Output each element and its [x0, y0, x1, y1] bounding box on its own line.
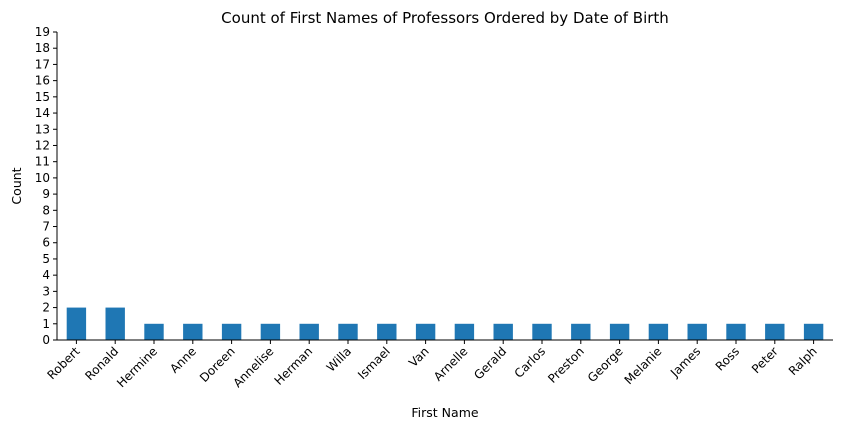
x-tick-label: Van — [406, 344, 432, 370]
x-tick-label: Robert — [44, 344, 82, 382]
y-tick-label: 11 — [35, 155, 50, 169]
bar-ross — [726, 323, 746, 340]
bar-robert — [66, 307, 87, 340]
y-axis-label: Count — [9, 167, 24, 204]
y-tick-label: 19 — [35, 25, 50, 39]
bars — [66, 307, 824, 340]
x-tick-label: Arnelle — [431, 344, 471, 384]
y-tick-label: 9 — [42, 187, 50, 201]
x-tick-label: Ralph — [786, 344, 820, 378]
y-tick-label: 18 — [35, 41, 50, 55]
bar-doreen — [221, 323, 242, 340]
x-tick-label: Peter — [749, 344, 781, 376]
x-tick-label: Hermine — [114, 344, 160, 390]
bar-ronald — [105, 307, 125, 340]
x-tick-label: Gerald — [471, 344, 509, 382]
x-tick-label: Anne — [167, 344, 199, 376]
bar-hermine — [144, 323, 164, 340]
x-tick-label: George — [585, 344, 626, 385]
y-tick-label: 6 — [42, 236, 50, 250]
bar-ismael — [377, 323, 397, 340]
bar-annelise — [260, 323, 281, 340]
x-tick-label: James — [667, 344, 703, 380]
x-axis-label: First Name — [411, 405, 478, 420]
bar-herman — [299, 323, 319, 340]
bar-ralph — [803, 323, 824, 340]
y-tick-label: 12 — [35, 138, 50, 152]
x-tick-label: Ronald — [82, 344, 121, 383]
x-tick-label: Preston — [545, 344, 587, 386]
x-tick-label: Willa — [324, 344, 354, 374]
bar-anne — [183, 323, 203, 340]
x-tick-label: Annelise — [230, 344, 276, 390]
y-tick-label: 14 — [35, 106, 50, 120]
y-tick-label: 3 — [42, 284, 50, 298]
y-tick-label: 10 — [35, 171, 50, 185]
y-tick-label: 5 — [42, 252, 50, 266]
x-tick-label: Melanie — [622, 344, 665, 387]
bar-preston — [571, 323, 591, 340]
bar-peter — [765, 323, 785, 340]
y-tick-label: 16 — [35, 74, 50, 88]
x-tick-label: Carlos — [512, 344, 548, 380]
bar-carlos — [532, 323, 552, 340]
bar-willa — [338, 323, 358, 340]
bar-van — [415, 323, 436, 340]
x-tick-label: Herman — [272, 344, 316, 388]
y-tick-label: 7 — [42, 220, 50, 234]
bar-gerald — [493, 323, 513, 340]
bar-melanie — [648, 323, 669, 340]
y-tick-label: 4 — [42, 268, 50, 282]
y-tick-label: 2 — [42, 301, 50, 315]
y-tick-label: 15 — [35, 90, 50, 104]
x-tick-label: Ross — [713, 344, 742, 373]
bar-george — [609, 323, 630, 340]
y-tick-label: 13 — [35, 122, 50, 136]
x-tick-label: Ismael — [355, 344, 393, 382]
chart-title: Count of First Names of Professors Order… — [221, 9, 669, 27]
y-tick-label: 8 — [42, 203, 50, 217]
y-tick-label: 17 — [35, 57, 50, 71]
y-tick-label: 0 — [42, 333, 50, 347]
y-tick-label: 1 — [42, 317, 50, 331]
bar-arnelle — [454, 323, 475, 340]
bar-james — [687, 323, 707, 340]
